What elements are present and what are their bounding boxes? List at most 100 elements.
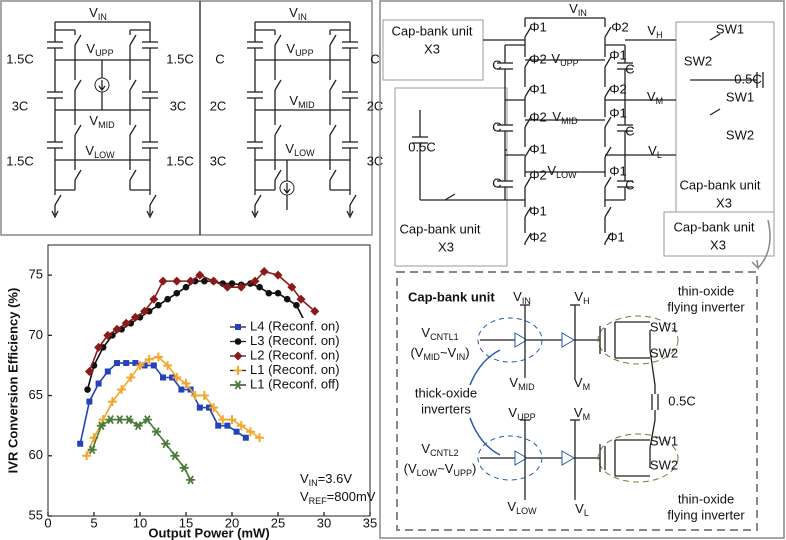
- label-part: V: [647, 23, 656, 38]
- data-point: [197, 405, 203, 411]
- subscript: L: [584, 508, 589, 518]
- label-part: V: [575, 501, 584, 516]
- label-part: =3.6V: [318, 471, 353, 486]
- data-point: [275, 290, 282, 297]
- data-point: [255, 433, 264, 442]
- label-part: V: [421, 325, 430, 340]
- inverter: [562, 333, 574, 347]
- label: VM: [647, 89, 663, 106]
- capacitor-gap: [342, 92, 358, 98]
- data-point: [88, 446, 97, 454]
- legend-label: L4 (Reconf. on): [250, 318, 340, 333]
- label: thick-oxide: [415, 385, 477, 400]
- subscript: MID: [561, 116, 578, 126]
- label: SW2: [684, 53, 712, 68]
- data-point: [234, 429, 240, 435]
- label: VH: [647, 23, 662, 40]
- y-tick-label: 55: [29, 507, 43, 522]
- data-point: [96, 381, 102, 387]
- label: C: [215, 51, 224, 66]
- label: VREF=800mV: [300, 489, 376, 506]
- label: (VLOW~VUPP): [404, 461, 477, 478]
- capacitor-gap: [142, 92, 158, 98]
- subscript: M: [583, 382, 591, 392]
- label: VL: [648, 143, 662, 160]
- label: Φ2: [611, 19, 629, 34]
- label: VIN: [569, 1, 587, 18]
- capacitor-gap: [142, 42, 158, 48]
- label: Φ1: [529, 203, 547, 218]
- legend-label: L2 (Reconf. on): [250, 347, 340, 362]
- subscript: IN: [309, 478, 318, 488]
- label: 0.5C: [668, 393, 695, 408]
- label: VCNTL1: [421, 325, 458, 342]
- data-point: [77, 441, 83, 447]
- label-part: V: [89, 5, 98, 20]
- label: C: [625, 123, 634, 138]
- label-part: V: [569, 1, 578, 16]
- label: VH: [574, 289, 589, 306]
- label-part: V: [421, 441, 430, 456]
- label: 0.5C: [734, 71, 761, 86]
- label: Φ2: [529, 109, 547, 124]
- label: Cap-bank unit: [408, 289, 495, 304]
- label: 1.5C: [6, 153, 33, 168]
- label: VUPP: [551, 51, 578, 68]
- label-part: V: [86, 41, 95, 56]
- label-part: =800mV: [327, 489, 376, 504]
- label: VLOW: [507, 499, 537, 516]
- data-point: [164, 296, 171, 303]
- data-point: [151, 362, 157, 368]
- y-tick-label: 75: [29, 267, 43, 282]
- page: VINVUPPVMIDVLOW1.5C1.5C3C3C1.5C1.5CVINVU…: [0, 0, 786, 540]
- label-part: V: [513, 289, 522, 304]
- label: VMID: [509, 375, 535, 392]
- subscript: MID: [98, 120, 115, 130]
- label: 3C: [367, 153, 384, 168]
- subscript: LOW: [94, 150, 115, 160]
- capacitor-gap: [247, 42, 263, 48]
- capacitor-gap: [47, 92, 63, 98]
- label-part: V: [507, 499, 516, 514]
- subscript: UPP: [560, 58, 579, 68]
- label-part: V: [547, 163, 556, 178]
- legend-marker: [235, 324, 241, 330]
- data-point: [159, 277, 168, 286]
- label: SW2: [726, 127, 754, 142]
- label: 2C: [210, 98, 227, 113]
- y-axis-title: IVR Conversion Efficiency (%): [5, 288, 20, 474]
- subscript: UPP: [295, 48, 314, 58]
- x-axis-title: Output Power (mW): [148, 525, 269, 540]
- label: (VMID~VIN): [410, 345, 469, 362]
- data-point: [224, 423, 230, 429]
- capacitor-gap: [247, 92, 263, 98]
- label-part: V: [289, 5, 298, 20]
- label: VMID: [89, 113, 115, 130]
- label: 1.5C: [6, 51, 33, 66]
- legend-label: L3 (Reconf. on): [250, 333, 340, 348]
- x-tick-label: 10: [133, 515, 147, 530]
- data-point: [293, 302, 300, 309]
- subscript: UPP: [453, 468, 472, 478]
- capacitor-gap: [47, 142, 63, 148]
- figure: VINVUPPVMIDVLOW1.5C1.5C3C3C1.5C1.5CVINVU…: [0, 0, 786, 540]
- label-part: V: [285, 141, 294, 156]
- label: 1.5C: [166, 153, 193, 168]
- arrow: [752, 220, 770, 268]
- label: Φ1: [609, 47, 627, 62]
- label: C: [625, 177, 634, 192]
- label: SW1: [726, 89, 754, 104]
- capacitor-gap: [342, 142, 358, 148]
- label: Cap-bank unit: [680, 177, 761, 192]
- label: VMID: [552, 109, 578, 126]
- label: VLOW: [85, 143, 115, 160]
- label-part: V: [574, 289, 583, 304]
- arrow: [470, 350, 500, 455]
- label: VIN: [289, 5, 307, 22]
- y-tick-label: 70: [29, 327, 43, 342]
- label: 3C: [12, 98, 29, 113]
- label: 0.5C: [408, 139, 435, 154]
- x-tick-label: 30: [317, 515, 331, 530]
- label: C: [625, 61, 634, 76]
- label: Φ2: [529, 167, 547, 182]
